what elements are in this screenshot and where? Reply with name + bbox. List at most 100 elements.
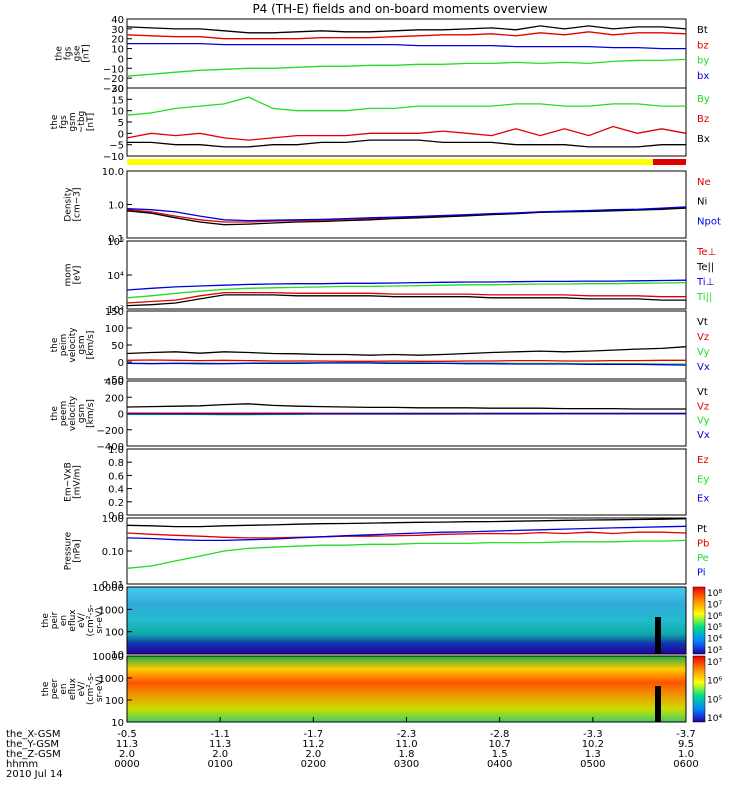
y-axis-label-line: sr-eV): [95, 676, 105, 702]
series-line-Bt: [126, 25, 687, 34]
data-gap-bar: [655, 686, 661, 722]
legend-entry: Vy: [697, 347, 710, 358]
y-tick-label: 100: [105, 696, 124, 707]
legend-entry: Vz: [697, 332, 709, 343]
y-axis-label-line: peir: [50, 611, 60, 629]
colorbar-tick-label: 10⁴: [707, 714, 722, 724]
panel-3: 10.0 1.0 0.1 Density [cm−3] Ne Ni Npot: [64, 167, 721, 245]
legend-entry: by: [697, 56, 709, 67]
colorbar-tick-label: 10⁵: [707, 695, 722, 705]
y-axis-label-line: eflux: [68, 609, 78, 632]
y-axis-label: the peem velocity gsm [km/s]: [50, 395, 96, 431]
y-axis-label-line: eV/: [77, 612, 87, 628]
y-tick-label: 10³: [107, 305, 124, 316]
y-tick-label: 10: [111, 45, 124, 56]
x-axis-value: 0300: [394, 759, 419, 770]
y-tick-label: 30: [111, 25, 124, 36]
panel-frame: [126, 310, 687, 380]
y-tick-label: 0.4: [108, 485, 124, 496]
x-axis-value: 0000: [114, 759, 139, 770]
series-line-Vt: [126, 346, 687, 356]
colorbar: [692, 655, 706, 723]
y-axis-label: Pressure [nPa]: [64, 531, 83, 570]
y-axis-label-line: peem: [59, 401, 69, 427]
y-tick-label: 10⁴: [107, 271, 124, 282]
y-axis-label-line: gsm: [68, 112, 78, 131]
y-tick-label: 1.00: [102, 514, 124, 525]
colorbar-tick-label: 10⁶: [707, 612, 722, 622]
y-axis-label-line: [km/s]: [86, 399, 96, 428]
x-axis-value: 1.0: [678, 749, 694, 760]
series-line-Ni: [126, 207, 687, 226]
colorbar: [692, 586, 706, 655]
y-tick-label: 10: [111, 650, 124, 661]
y-tick-label: 15: [111, 95, 124, 106]
colorbar-tick-label: 10⁷: [707, 600, 722, 610]
y-tick-label: 5: [118, 118, 124, 129]
legend-entry: bx: [697, 71, 709, 82]
colorbar-tick-label: 10⁵: [707, 623, 722, 633]
y-tick-label: 100: [105, 324, 124, 335]
y-axis-label-line: eV/: [77, 681, 87, 697]
y-axis-label-line: (cm²-s-: [86, 673, 96, 705]
x-axis-value: -0.5: [117, 729, 137, 740]
y-axis-label-line: mom: [64, 263, 74, 286]
y-axis-label: the fgs gse [nT]: [55, 44, 92, 62]
colorbar-tick-label: 10⁸: [707, 589, 722, 599]
series-line-Pe: [126, 539, 687, 569]
y-tick-label: −400: [97, 442, 124, 453]
date-label: 2010 Jul 14: [6, 769, 63, 780]
y-axis-label-line: [eV]: [73, 266, 83, 285]
spectrogram: [127, 656, 686, 722]
y-tick-label: 0.1: [108, 234, 124, 245]
y-tick-label: 0.01: [102, 580, 124, 591]
y-axis-label-line: the: [50, 114, 60, 129]
panel-4: 10⁵ 10⁴ 10³ mom [eV] Te⊥ Te|| Ti⊥ Ti||: [64, 237, 717, 316]
colorbar-tick-label: 10⁴: [707, 635, 722, 645]
status-bar-red: [653, 159, 686, 165]
legend-entry: Pt: [697, 524, 707, 535]
y-tick-label: 0.8: [108, 458, 124, 469]
legend-entry: Vx: [697, 362, 710, 373]
x-axis-value: 1.3: [585, 749, 601, 760]
x-axis-row-label: hhmm: [6, 759, 38, 770]
y-tick-label: −50: [103, 375, 124, 386]
series-line-Vt: [126, 403, 686, 410]
legend-entry: Ne: [697, 177, 711, 188]
y-axis-label-line: [cm−3]: [73, 187, 83, 221]
legend-entry: Vx: [697, 430, 710, 441]
y-axis-label-line: eflux: [68, 677, 78, 700]
y-axis-label-line: fgs: [59, 115, 69, 129]
panel-10: 10⁷ 10⁶ 10⁵ 10⁴ 10000 1000 100 10 the peer en eflux…: [41, 652, 722, 729]
y-tick-label: 0.0: [108, 511, 124, 522]
legend-entry: Vt: [697, 387, 708, 398]
y-axis-label: the fgs gsm ~tbg [nT]: [50, 111, 96, 134]
x-axis-value: 0600: [673, 759, 698, 770]
legend-entry: By: [697, 94, 710, 105]
x-axis-value: -1.7: [304, 729, 324, 740]
x-axis-value: 11.0: [395, 739, 417, 750]
y-axis-label-line: [nT]: [86, 113, 96, 131]
x-axis-value: -2.3: [397, 729, 417, 740]
x-axis-value: -3.7: [676, 729, 696, 740]
x-axis-value: -1.1: [210, 729, 230, 740]
legend-entry: Ni: [697, 197, 707, 208]
x-axis-row-label: the_Z-GSM: [6, 749, 61, 760]
y-axis-label: the peim velocity gsm [km/s]: [50, 327, 96, 363]
y-axis-label-line: en: [59, 683, 69, 694]
legend-entry: Vz: [697, 401, 709, 412]
panel-5: 150 100 50 0 −50 the peim velocity gsm [km/s] Vt Vz…: [50, 307, 710, 386]
y-tick-label: 1.0: [108, 445, 124, 456]
y-axis-label-line: [km/s]: [86, 331, 96, 360]
legend-entry: Bx: [697, 134, 710, 145]
y-axis-label-line: [mV/m]: [73, 465, 83, 499]
y-axis-label-line: gsm: [77, 404, 87, 423]
y-axis-label: the peer en eflux eV/(cm²-s-sr-eV): [41, 673, 105, 705]
x-axis-row-label: the_X-GSM: [6, 729, 60, 740]
x-axis-value: 11.3: [116, 739, 138, 750]
y-tick-label: 100: [105, 628, 124, 639]
y-tick-label: −5: [109, 141, 124, 152]
